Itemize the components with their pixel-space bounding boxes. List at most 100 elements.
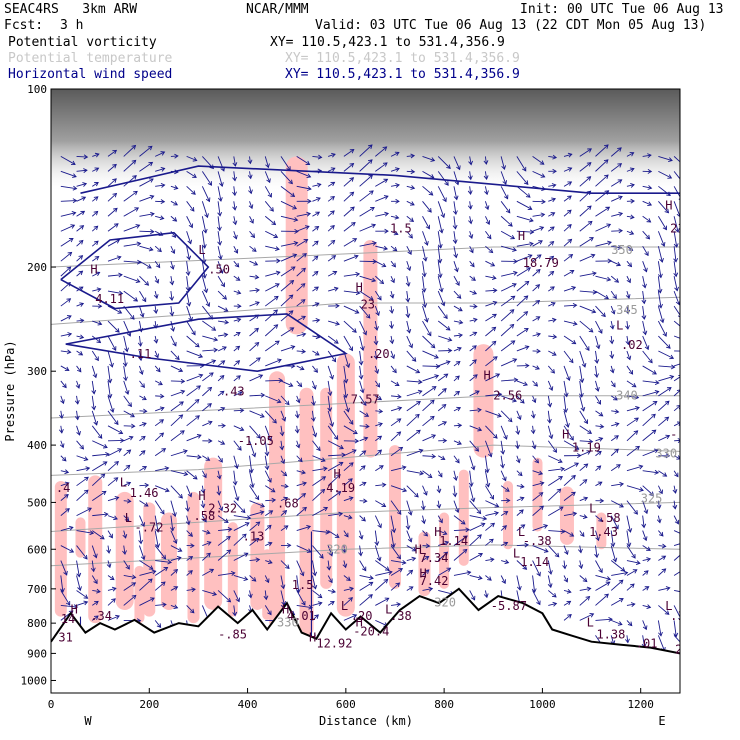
wind-vector-885 — [500, 358, 518, 367]
wind-vector-292 — [201, 246, 207, 264]
wind-vector-854 — [485, 340, 497, 352]
pv-label-38: L — [518, 525, 525, 539]
wind-vector-701 — [405, 291, 411, 303]
wind-vector-903 — [516, 185, 531, 198]
wind-vector-1065 — [595, 290, 610, 300]
wind-vector-976 — [547, 380, 554, 392]
wind-vector-982 — [548, 466, 566, 472]
wind-vector-700 — [405, 276, 411, 287]
wind-vector-342 — [218, 527, 233, 532]
wind-vector-359 — [233, 331, 241, 337]
wind-vector-525 — [312, 476, 327, 487]
wind-vector-130 — [123, 190, 138, 202]
wind-vector-829 — [469, 425, 483, 432]
wind-vector-618 — [359, 450, 367, 457]
wind-vector-939 — [532, 268, 541, 277]
wind-vector-1032 — [579, 271, 597, 277]
wind-vector-341 — [217, 515, 229, 523]
wind-vector-826 — [469, 374, 478, 382]
wind-vector-997 — [563, 224, 572, 232]
wind-vector-1099 — [610, 305, 616, 315]
wind-vector-206 — [155, 393, 165, 399]
wind-vector-2 — [60, 185, 78, 191]
wind-vector-962 — [548, 168, 557, 174]
wind-vector-912 — [516, 311, 529, 322]
wind-vector-830 — [469, 440, 480, 452]
wind-vector-213 — [154, 500, 165, 515]
wind-vector-184 — [138, 530, 144, 545]
wind-vector-914 — [516, 345, 530, 352]
theta-label-3: 330 — [655, 447, 677, 461]
wind-vector-91 — [91, 575, 98, 585]
wind-vector-796 — [453, 361, 461, 367]
wind-vector-1217 — [658, 586, 671, 591]
wind-vector-1130 — [626, 275, 631, 284]
wind-vector-349 — [232, 186, 237, 197]
wind-vector-176 — [139, 408, 148, 414]
wind-vector-1226 — [673, 231, 679, 248]
wind-vector-78 — [91, 380, 97, 395]
wind-vector-183 — [139, 515, 146, 527]
wind-vector-1026 — [579, 176, 592, 187]
y-tick-label-700: 700 — [27, 583, 47, 596]
wind-vector-414 — [265, 230, 279, 239]
wind-vector-1126 — [626, 214, 635, 220]
terrain-line — [51, 587, 680, 655]
wind-vector-358 — [233, 317, 242, 323]
pv-label-40: H — [415, 542, 422, 556]
wind-vector-332 — [217, 375, 225, 382]
pv-label-3: .50 — [208, 262, 230, 276]
y-tick-label-400: 400 — [27, 439, 47, 452]
wind-vector-128 — [123, 159, 137, 172]
wind-vector-367 — [233, 455, 239, 470]
wind-vector-219 — [154, 581, 166, 591]
pv-label-35: 1.43 — [589, 525, 618, 539]
wind-vector-1124 — [626, 183, 635, 188]
wind-vector-496 — [296, 506, 307, 516]
wind-vector-1142 — [626, 445, 640, 457]
wind-vector-653 — [374, 515, 382, 529]
wind-vector-1181 — [642, 545, 651, 551]
wind-vector-1240 — [674, 438, 680, 443]
wind-vector-10 — [60, 298, 72, 307]
wind-vector-403 — [249, 521, 261, 531]
wind-vector-636 — [375, 260, 387, 268]
wind-vector-535 — [328, 152, 336, 158]
wind-vector-458 — [280, 410, 287, 422]
wind-vector-613 — [359, 380, 365, 394]
wind-vector-1148 — [626, 545, 636, 559]
pv-label-70: 23 — [675, 642, 689, 656]
wind-vector-785 — [452, 201, 458, 216]
wind-vector-502 — [296, 604, 314, 610]
wind-vector-187 — [139, 569, 157, 576]
wind-vector-662 — [390, 167, 400, 172]
wind-vector-509 — [312, 240, 319, 247]
wind-vector-540 — [327, 224, 335, 232]
wind-vector-151 — [123, 515, 130, 522]
wind-vector-953 — [532, 481, 545, 487]
wind-vector-816 — [468, 231, 474, 239]
wind-vector-744 — [422, 485, 428, 496]
wind-vector-1042 — [579, 425, 593, 434]
wind-vector-883 — [500, 323, 515, 337]
wind-vector-557 — [327, 474, 341, 487]
wind-vector-507 — [312, 211, 321, 217]
wind-vector-941 — [532, 299, 541, 307]
wind-vector-484 — [296, 332, 307, 337]
wind-vector-1049 — [579, 530, 585, 537]
wind-vector-328 — [218, 319, 230, 325]
wind-vector-582 — [343, 395, 350, 413]
wind-vector-195 — [154, 230, 164, 236]
wind-vector-949 — [530, 425, 536, 435]
wind-vector-28 — [60, 575, 65, 593]
wind-vector-668 — [390, 260, 396, 268]
wind-vector-55 — [76, 489, 89, 501]
wind-vector-516 — [312, 350, 320, 356]
wind-vector-181 — [139, 482, 150, 488]
wind-vector-669 — [390, 275, 395, 284]
wind-vector-506 — [312, 197, 321, 202]
wind-vector-608 — [359, 305, 371, 319]
wind-vector-30 — [60, 604, 79, 610]
wind-vector-946 — [532, 380, 539, 387]
wind-vector-1201 — [658, 350, 675, 360]
